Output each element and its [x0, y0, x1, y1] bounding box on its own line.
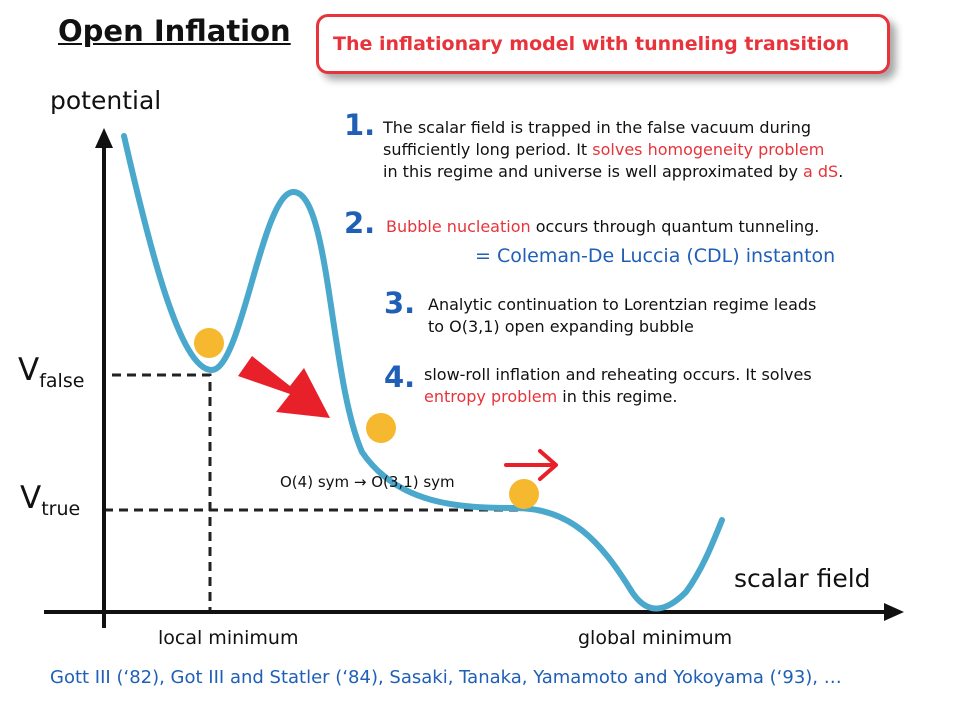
v-true-label: Vtrue — [20, 480, 81, 520]
step-text-segment: The scalar field is trapped in the false… — [383, 118, 812, 137]
x-axis-label: scalar field — [734, 564, 871, 593]
banner-box: The inflationary model with tunneling tr… — [316, 14, 890, 74]
v-false-label: Vfalse — [18, 352, 85, 392]
step-3-text: Analytic continuation to Lorentzian regi… — [428, 294, 816, 338]
step-1-text: The scalar field is trapped in the false… — [383, 117, 843, 183]
step-text-segment: slow-roll inflation and reheating occurs… — [424, 365, 812, 384]
highlight-text: entropy problem — [424, 387, 558, 406]
step-1-number: 1. — [344, 108, 376, 142]
step-text-segment: to O(3,1) open expanding bubble — [428, 317, 694, 336]
rolling-arrow — [504, 449, 558, 481]
y-axis-arrowhead — [95, 128, 113, 148]
step-text-segment: in this regime and universe is well appr… — [383, 162, 803, 181]
step-2-text: Bubble nucleation occurs through quantum… — [386, 216, 819, 238]
step-4-number: 4. — [384, 360, 416, 394]
ball-slow-roll — [509, 479, 539, 509]
symmetry-note: O(4) sym → O(3,1) sym — [280, 473, 455, 491]
highlight-text: a dS — [803, 162, 839, 181]
x-axis-arrowhead — [884, 603, 904, 621]
y-axis-label: potential — [50, 86, 162, 115]
potential-curve — [121, 133, 725, 612]
step-2-number: 2. — [344, 206, 376, 240]
highlight-text: solves homogeneity problem — [592, 140, 825, 159]
ball-false-vacuum — [194, 328, 224, 358]
step-text-segment: Analytic continuation to Lorentzian regi… — [428, 295, 817, 314]
v-false-dashed-line — [112, 373, 212, 612]
cdl-instanton-note: = Coleman-De Luccia (CDL) instanton — [475, 245, 836, 267]
step-3-number: 3. — [384, 286, 416, 320]
ball-after-tunneling — [366, 413, 396, 443]
step-text-segment: sufficiently long period. It — [383, 140, 593, 159]
global-minimum-label: global minimum — [578, 627, 733, 649]
step-text-segment: in this regime. — [557, 387, 678, 406]
step-text-segment: occurs through quantum tunneling. — [530, 217, 820, 236]
step-text-segment: . — [838, 162, 844, 181]
local-minimum-label: local minimum — [158, 627, 299, 649]
step-4-text: slow-roll inflation and reheating occurs… — [424, 364, 812, 408]
highlight-text: Bubble nucleation — [386, 217, 531, 236]
references: Gott III (‘82), Got III and Statler (‘84… — [50, 667, 842, 688]
page-title: Open Inflation — [58, 14, 291, 48]
tunneling-arrow — [238, 356, 330, 418]
banner-text: The inflationary model with tunneling tr… — [333, 33, 850, 55]
